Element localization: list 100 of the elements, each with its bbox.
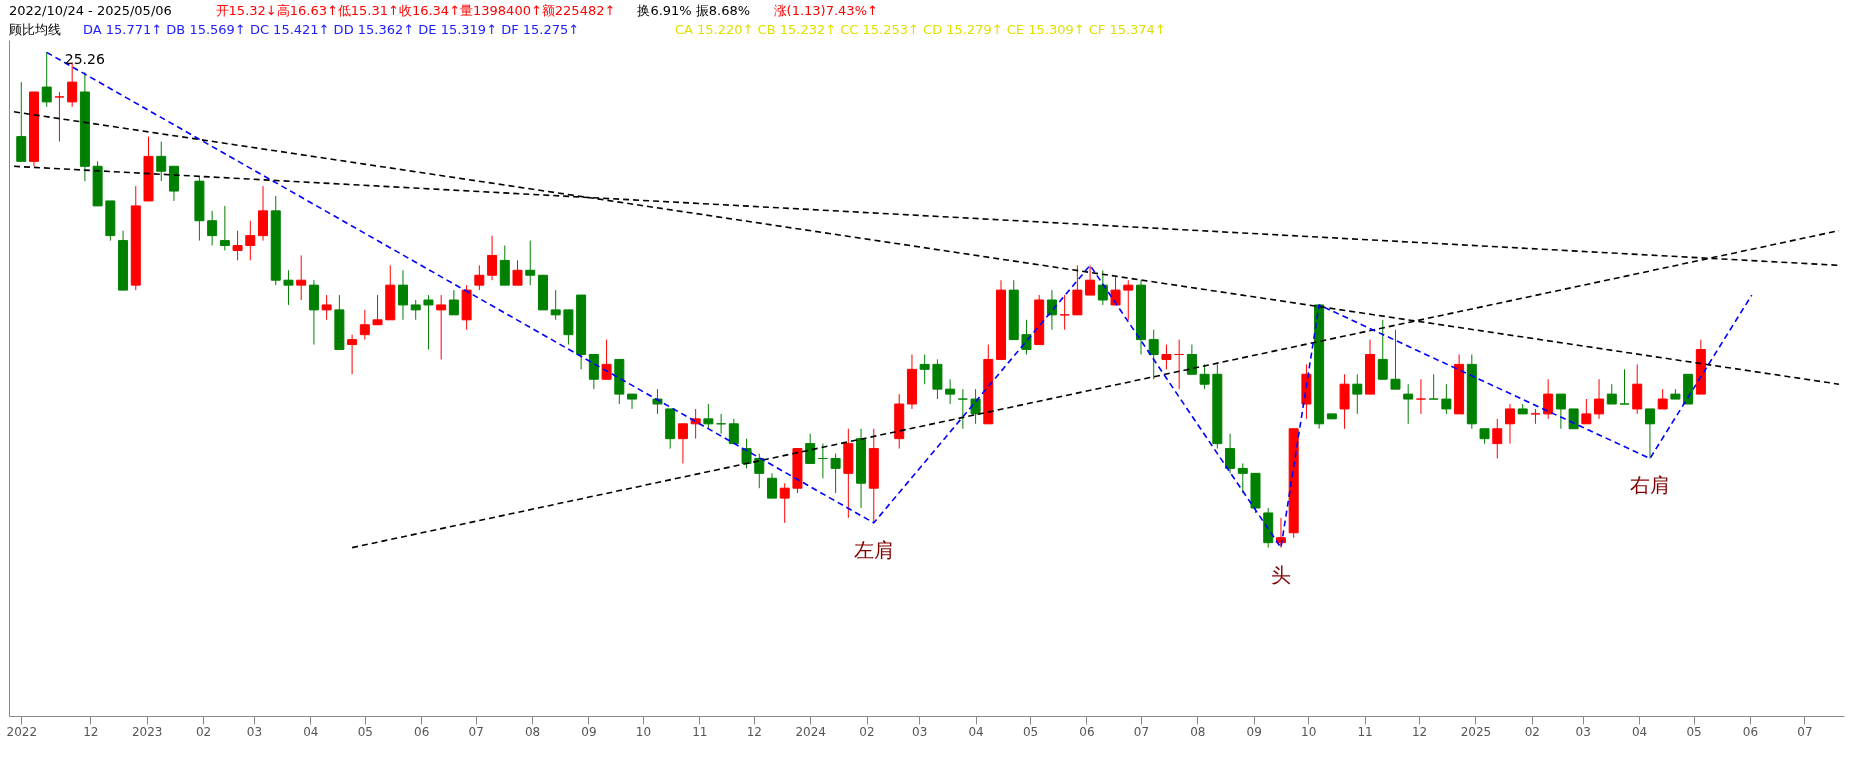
candlestick <box>474 264 485 291</box>
candlestick <box>156 141 167 182</box>
candlestick <box>677 423 688 464</box>
candlestick <box>703 403 714 430</box>
candlestick <box>321 294 332 321</box>
candlestick <box>1403 383 1414 425</box>
annotation: 左肩 <box>853 537 894 562</box>
x-tick-label: 03 <box>1575 724 1591 739</box>
text: DA 15.771↑ DB 15.569↑ DC 15.421↑ DD 15.362↑ DE 15.319↑ DF 15.275↑ <box>83 22 580 37</box>
candlestick <box>970 388 981 425</box>
x-tick-label: 04 <box>968 724 984 739</box>
x-tick-label: 2022 <box>6 724 38 739</box>
candlestick <box>525 240 536 286</box>
candlestick <box>207 210 218 247</box>
candlestick <box>728 418 739 445</box>
candlestick <box>1123 279 1134 321</box>
candlestick <box>245 220 256 261</box>
x-tick-label: 12 <box>746 724 762 739</box>
x-tick-label: 07 <box>1797 724 1813 739</box>
candlestick <box>1644 408 1655 459</box>
candlestick <box>741 438 752 469</box>
candlestick <box>805 433 816 464</box>
text: 开15.32↓高16.63↑低15.31↑收16.34↑量1398400↑额225482↑ <box>215 3 616 18</box>
candlestick <box>397 269 408 321</box>
x-tick-label: 08 <box>524 724 541 739</box>
candlestick <box>423 294 434 351</box>
chart-title: 2022/10/24 - 2025/05/06 <box>9 3 172 18</box>
candlestick <box>41 51 52 108</box>
x-tick-label: 05 <box>357 724 373 739</box>
candlestick <box>359 309 370 341</box>
candlestick <box>283 269 294 306</box>
candlestick <box>448 289 459 316</box>
x-tick-label: 04 <box>1631 724 1648 739</box>
candlestick <box>779 482 790 524</box>
x-tick-label: 11 <box>692 724 708 739</box>
candlestick <box>1046 289 1057 331</box>
candlestick <box>1199 363 1210 390</box>
x-tick-label: 05 <box>1686 724 1702 739</box>
x-tick-label: 07 <box>1133 724 1150 739</box>
x-tick-label: 2025 <box>1460 724 1492 739</box>
x-tick-label: 11 <box>1357 724 1373 739</box>
candlestick <box>232 230 243 261</box>
candlestick <box>601 339 612 380</box>
x-tick-label: 03 <box>246 724 263 739</box>
x-tick-label: 06 <box>414 724 430 739</box>
candlestick <box>627 393 638 410</box>
candlestick <box>1352 373 1363 415</box>
candlestick <box>957 388 968 430</box>
candlestick <box>219 205 230 251</box>
x-tick-label: 2024 <box>795 724 826 739</box>
candlestick <box>1415 378 1426 415</box>
candlestick <box>830 453 841 494</box>
text: 换6.91% 振8.68% <box>637 3 751 18</box>
candlestick <box>296 254 307 301</box>
x-tick-label: 02 <box>859 724 875 739</box>
candlestick <box>1543 378 1554 420</box>
candlestick <box>754 453 765 489</box>
x-tick-label: 09 <box>581 724 597 739</box>
candlestick <box>550 289 561 321</box>
annotation: 25.26 <box>64 51 105 68</box>
candlestick <box>945 378 956 405</box>
x-tick-label: 02 <box>1524 724 1540 739</box>
x-tick-label: 04 <box>303 724 319 739</box>
candlestick <box>1225 433 1236 474</box>
x-tick-label: 09 <box>1246 724 1262 739</box>
x-tick-label: 12 <box>83 724 99 739</box>
candlestick <box>1594 378 1605 420</box>
candlestick <box>1377 319 1388 380</box>
x-tick-label: 02 <box>195 724 212 739</box>
candlestick <box>1097 269 1108 306</box>
candlestick <box>1555 393 1566 430</box>
candlestick <box>1161 344 1172 370</box>
candlestick <box>1441 383 1452 415</box>
candlestick <box>1085 264 1096 296</box>
candlestick <box>372 294 383 326</box>
candlestick <box>54 91 65 143</box>
x-tick-label: 03 <box>912 724 928 739</box>
x-tick-label: 10 <box>1301 724 1317 739</box>
candlestick <box>436 294 447 360</box>
candlestick <box>1581 398 1592 425</box>
candlestick <box>1059 294 1070 331</box>
candlestick <box>1390 329 1401 390</box>
candlestick <box>1619 368 1630 405</box>
x-tick-label: 05 <box>1022 724 1039 739</box>
text: 顾比均线 <box>9 22 61 37</box>
candlestick <box>1657 388 1668 410</box>
x-tick-label: 06 <box>1079 724 1095 739</box>
candlestick <box>410 299 421 321</box>
candlestick <box>1148 329 1159 380</box>
text: CA 15.220↑ CB 15.232↑ CC 15.253↑ CD 15.279↑ CE 15.309↑ CF 15.374↑ <box>675 22 1166 37</box>
annotation: 头 <box>1270 562 1291 587</box>
x-tick-label: 07 <box>468 724 484 739</box>
candlestick <box>919 353 930 385</box>
x-tick-label: 08 <box>1190 724 1206 739</box>
candlestick <box>487 235 498 281</box>
candlestick <box>1492 418 1503 459</box>
candlestick <box>766 472 777 499</box>
x-tick-label: 2023 <box>131 724 163 739</box>
x-tick-label: 06 <box>1742 724 1759 739</box>
candlestick <box>1186 344 1197 375</box>
